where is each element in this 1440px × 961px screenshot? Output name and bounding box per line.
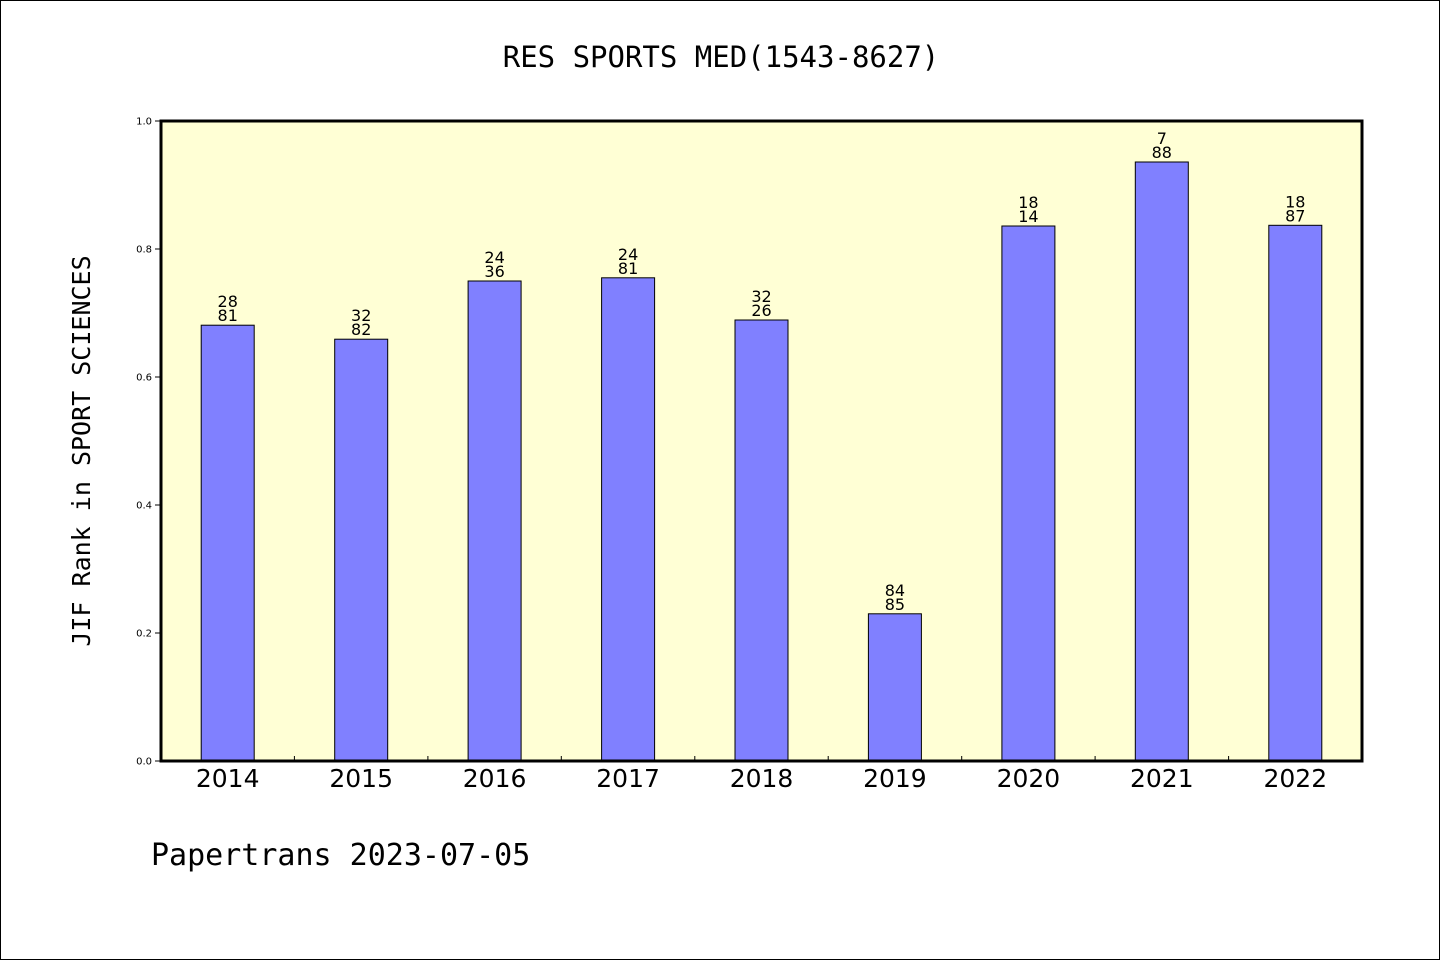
x-tick-label-2016: 2016 bbox=[463, 764, 527, 793]
y-axis-ticks: 0.0 0.2 0.4 0.6 0.8 1.0 bbox=[136, 117, 161, 768]
x-tick-label-2020: 2020 bbox=[997, 764, 1061, 793]
plot-border bbox=[159, 119, 1364, 763]
chart-title: RES SPORTS MED(1543-8627) bbox=[503, 40, 940, 74]
bar-label-2016-top: 24 bbox=[484, 248, 504, 267]
bar-2014 bbox=[200, 324, 255, 762]
y-tick-label-1.0: 1.0 bbox=[136, 117, 152, 128]
bar-label-2014-top: 28 bbox=[218, 292, 238, 311]
bar-label-2020-top: 18 bbox=[1018, 193, 1038, 212]
x-tick-label-2014: 2014 bbox=[196, 764, 260, 793]
bar-label-2018-bottom: 26 bbox=[751, 301, 771, 320]
x-tick-label-2018: 2018 bbox=[730, 764, 794, 793]
y-tick-label-0.8: 0.8 bbox=[136, 245, 152, 256]
x-tick-label-2022: 2022 bbox=[1263, 764, 1327, 793]
bar-2016 bbox=[467, 280, 522, 762]
y-tick-label-0.2: 0.2 bbox=[136, 629, 152, 640]
bar-2021 bbox=[1134, 161, 1189, 762]
y-tick-label-0.0: 0.0 bbox=[136, 757, 152, 768]
x-tick-label-2021: 2021 bbox=[1130, 764, 1194, 793]
bar-label-2021-bottom: 88 bbox=[1152, 143, 1172, 162]
bar-label-2017-top: 24 bbox=[618, 245, 638, 264]
bar-label-2022-top: 18 bbox=[1285, 192, 1305, 211]
bars-group bbox=[200, 161, 1323, 762]
bar-2019 bbox=[867, 613, 922, 762]
bar-label-2022-bottom: 87 bbox=[1285, 206, 1305, 225]
bar-label-2015-bottom: 82 bbox=[351, 320, 371, 339]
bar-2015 bbox=[334, 338, 389, 762]
bar-2022 bbox=[1268, 224, 1323, 762]
bar-2017 bbox=[601, 277, 656, 762]
footer-stamp: Papertrans 2023-07-05 bbox=[151, 838, 530, 873]
bar-2018 bbox=[734, 319, 789, 762]
x-tick-label-2015: 2015 bbox=[329, 764, 393, 793]
x-axis-ticks: 2014 2015 2016 2017 2018 2019 2020 2021 2022 bbox=[196, 756, 1327, 793]
bar-label-2017-bottom: 81 bbox=[618, 259, 638, 278]
y-axis-label: JIF Rank in SPORT SCIENCES bbox=[67, 255, 96, 646]
bar-label-2021-top: 7 bbox=[1157, 129, 1167, 148]
bar-2020 bbox=[1001, 225, 1056, 762]
bar-label-2016-bottom: 36 bbox=[484, 262, 504, 281]
x-tick-label-2019: 2019 bbox=[863, 764, 927, 793]
bar-label-2020-bottom: 14 bbox=[1018, 207, 1038, 226]
bar-label-2018-top: 32 bbox=[751, 287, 771, 306]
bar-label-2015-top: 32 bbox=[351, 306, 371, 325]
y-tick-label-0.4: 0.4 bbox=[136, 501, 152, 512]
x-tick-label-2017: 2017 bbox=[596, 764, 660, 793]
y-tick-label-0.6: 0.6 bbox=[136, 373, 152, 384]
bar-label-2014-bottom: 81 bbox=[218, 306, 238, 325]
bar-label-2019-top: 84 bbox=[885, 581, 905, 600]
bar-label-2019-bottom: 85 bbox=[885, 595, 905, 614]
